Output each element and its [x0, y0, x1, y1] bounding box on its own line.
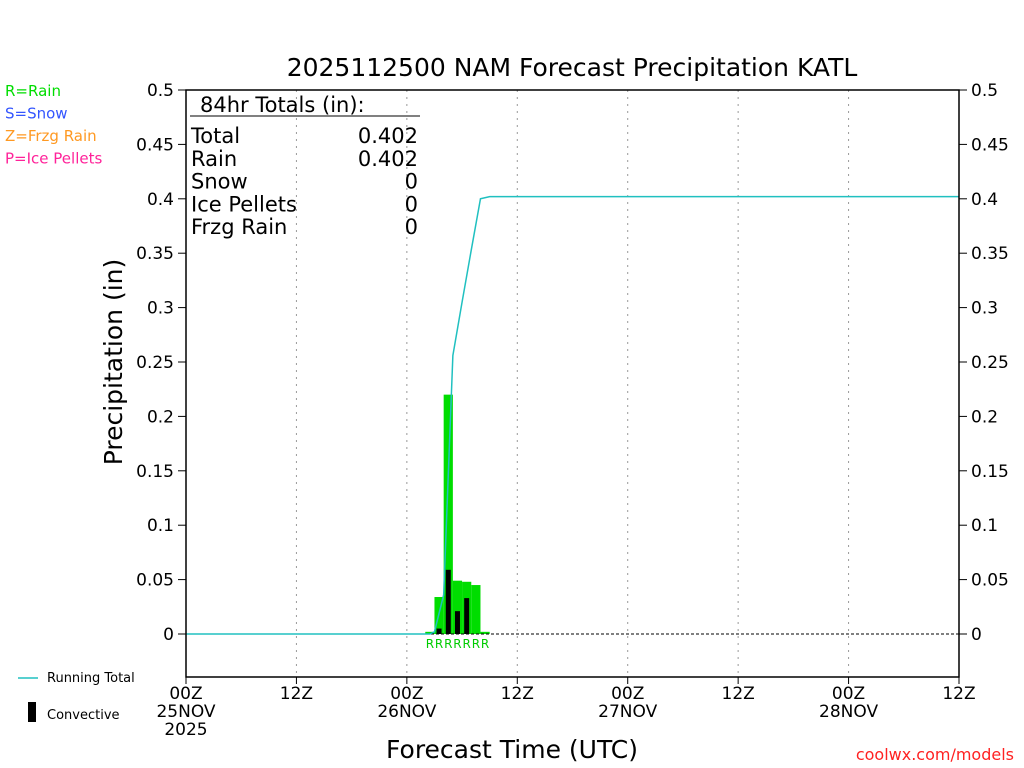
- y-tick-label: 0.25: [971, 353, 1009, 373]
- credit-text: coolwx.com/models: [856, 745, 1014, 764]
- x-tick-label: 00Z: [832, 684, 865, 704]
- x-tick-label: 25NOV: [156, 702, 215, 722]
- x-axis-label: Forecast Time (UTC): [386, 735, 638, 764]
- x-tick-label: 12Z: [501, 684, 534, 704]
- type-legend-item: R=Rain: [5, 82, 61, 100]
- totals-label: Rain: [191, 147, 237, 171]
- y-axis-left: 0 0.05 0.1 0.15 0.2 0.25 0.3 0.35 0.4 0.45 0.5: [136, 81, 186, 645]
- x-tick-label: 00Z: [169, 684, 202, 704]
- totals-value: 0.402: [358, 124, 418, 148]
- totals-value: 0: [405, 215, 418, 239]
- convective-bars: [436, 569, 470, 634]
- x-tick-label: 12Z: [722, 684, 755, 704]
- type-legend-item: Z=Frzg Rain: [5, 127, 97, 145]
- x-tick-label: 12Z: [280, 684, 313, 704]
- totals-value: 0.402: [358, 147, 418, 171]
- y-tick-label: 0.2: [147, 407, 174, 427]
- convective-bar: [454, 611, 460, 634]
- totals-box: 84hr Totals (in): Total 0.402 Rain 0.402 Snow…: [190, 93, 420, 239]
- y-axis-right: 0 0.05 0.1 0.15 0.2 0.25 0.3 0.35 0.4 0.45 0.5: [959, 81, 1009, 645]
- y-tick-label: 0.45: [971, 135, 1009, 155]
- y-tick-label: 0.4: [971, 190, 998, 210]
- rain-bar: [443, 394, 453, 634]
- y-tick-label: 0.4: [147, 190, 174, 210]
- rain-bar: [480, 631, 490, 634]
- x-tick-label: 27NOV: [598, 702, 657, 722]
- x-tick-label: 28NOV: [819, 702, 878, 722]
- chart-title: 2025112500 NAM Forecast Precipitation KA…: [287, 53, 858, 82]
- rain-bar: [425, 631, 435, 634]
- y-tick-label: 0.3: [971, 299, 998, 319]
- y-tick-label: 0.35: [136, 244, 174, 264]
- y-tick-label: 0.5: [971, 81, 998, 101]
- precip-type-marker: R: [481, 637, 489, 651]
- y-tick-label: 0.15: [971, 462, 1009, 482]
- y-tick-label: 0.1: [147, 516, 174, 536]
- totals-header: 84hr Totals (in):: [200, 93, 365, 117]
- precip-type-marker: R: [463, 637, 471, 651]
- totals-value: 0: [405, 170, 418, 194]
- totals-value: 0: [405, 192, 418, 216]
- x-tick-label: 26NOV: [377, 702, 436, 722]
- totals-label: Total: [190, 124, 240, 148]
- bottom-legend: Running Total Convective: [18, 671, 135, 723]
- precip-type-marker: R: [453, 637, 461, 651]
- x-tick-label: 00Z: [390, 684, 423, 704]
- precip-type-marker: R: [444, 637, 452, 651]
- convective-bar: [445, 569, 451, 634]
- x-tick-label: 2025: [164, 720, 207, 740]
- y-tick-label: 0.25: [136, 353, 174, 373]
- precip-bars: [425, 394, 490, 634]
- precip-type-legend: R=Rain S=Snow Z=Frzg Rain P=Ice Pellets: [5, 82, 102, 168]
- type-legend-item: S=Snow: [5, 105, 68, 123]
- precip-type-marker: R: [435, 637, 443, 651]
- precip-type-marker: R: [426, 637, 434, 651]
- convective-legend-label: Convective: [47, 708, 120, 723]
- running-total-legend-label: Running Total: [47, 671, 135, 686]
- y-tick-label: 0.45: [136, 135, 174, 155]
- y-tick-label: 0.35: [971, 244, 1009, 264]
- totals-label: Frzg Rain: [191, 215, 287, 239]
- y-tick-label: 0.15: [136, 462, 174, 482]
- y-tick-label: 0.1: [971, 516, 998, 536]
- convective-bar: [436, 628, 442, 634]
- totals-label: Snow: [191, 170, 248, 194]
- y-tick-label: 0.2: [971, 407, 998, 427]
- rain-bar: [452, 580, 463, 634]
- running-total-line: [186, 195, 959, 635]
- y-tick-label: 0.3: [147, 299, 174, 319]
- y-tick-label: 0.05: [971, 571, 1009, 591]
- vertical-gridlines: [295, 90, 850, 677]
- x-tick-label: 12Z: [942, 684, 975, 704]
- y-tick-label: 0: [971, 625, 982, 645]
- precip-type-marker: R: [472, 637, 480, 651]
- y-tick-label: 0.5: [147, 81, 174, 101]
- convective-swatch: [28, 702, 36, 722]
- convective-bar: [464, 598, 470, 634]
- totals-label: Ice Pellets: [191, 192, 297, 216]
- plot-frame: [185, 89, 960, 678]
- y-axis-label: Precipitation (in): [99, 259, 128, 466]
- y-tick-label: 0: [163, 625, 174, 645]
- rain-bar: [471, 585, 481, 634]
- type-legend-item: P=Ice Pellets: [5, 150, 102, 168]
- x-tick-label: 00Z: [611, 684, 644, 704]
- y-tick-label: 0.05: [136, 571, 174, 591]
